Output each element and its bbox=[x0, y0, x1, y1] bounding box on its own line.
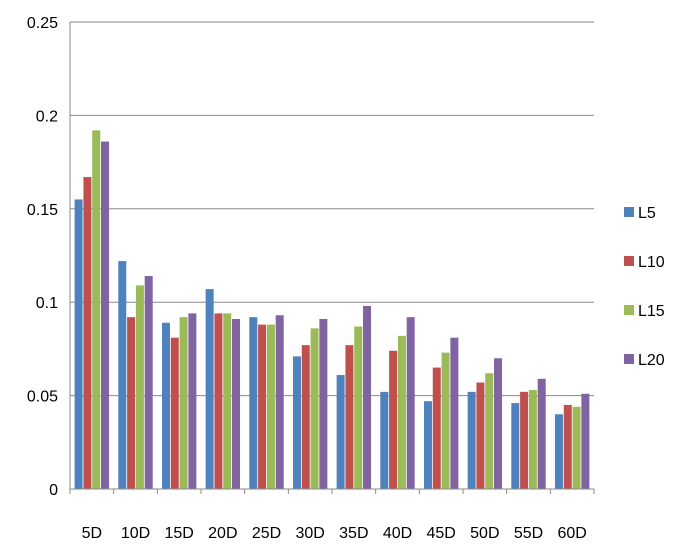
bar-L5-60D bbox=[554, 414, 563, 489]
bar-L15-10D bbox=[135, 285, 144, 489]
bar-L5-50D bbox=[467, 391, 476, 489]
legend-item-L10: L10 bbox=[624, 254, 665, 271]
bar-L10-60D bbox=[563, 404, 572, 489]
bar-L20-15D bbox=[188, 313, 197, 489]
y-tick-label: 0.25 bbox=[27, 15, 58, 32]
bar-group-60D bbox=[554, 393, 590, 489]
y-tick-label: 0.15 bbox=[27, 202, 58, 219]
bar-group-40D bbox=[380, 317, 415, 489]
x-tick-label: 35D bbox=[339, 525, 368, 542]
bar-L5-10D bbox=[118, 261, 127, 489]
bar-L20-60D bbox=[581, 393, 590, 489]
x-tick-label: 15D bbox=[164, 525, 193, 542]
x-tick-label: 55D bbox=[514, 525, 543, 542]
bar-L5-30D bbox=[292, 356, 301, 489]
bar-group-10D bbox=[118, 261, 153, 489]
x-tick-label: 30D bbox=[295, 525, 324, 542]
bar-L10-30D bbox=[301, 345, 310, 489]
legend-item-L20: L20 bbox=[624, 352, 665, 369]
bar-group-20D bbox=[205, 289, 241, 489]
bar-L5-45D bbox=[423, 401, 432, 489]
bar-L15-20D bbox=[223, 313, 232, 489]
bar-L15-55D bbox=[528, 389, 537, 489]
legend-item-L15: L15 bbox=[624, 303, 665, 320]
bar-L15-25D bbox=[266, 324, 275, 489]
bar-group-5D bbox=[74, 130, 110, 489]
bar-L10-40D bbox=[389, 350, 398, 489]
legend-label: L20 bbox=[638, 352, 665, 369]
legend-label: L15 bbox=[638, 303, 665, 320]
bar-L20-55D bbox=[537, 378, 546, 489]
bar-L20-45D bbox=[450, 337, 459, 489]
bar-L5-35D bbox=[336, 375, 345, 489]
bar-L20-35D bbox=[363, 305, 372, 489]
y-tick-label: 0.05 bbox=[27, 389, 58, 406]
legend-label: L10 bbox=[638, 254, 665, 271]
bar-group-30D bbox=[292, 319, 328, 489]
bar-L5-20D bbox=[205, 289, 214, 489]
bar-L10-15D bbox=[170, 337, 179, 489]
bar-L10-45D bbox=[432, 367, 441, 489]
x-tick-label: 50D bbox=[470, 525, 499, 542]
bar-L20-50D bbox=[494, 358, 503, 489]
legend-swatch bbox=[624, 305, 634, 315]
bar-L15-60D bbox=[572, 406, 581, 489]
bar-L5-40D bbox=[380, 391, 389, 489]
y-tick-label: 0.2 bbox=[36, 108, 58, 125]
legend: L5 L10 L15 L20 bbox=[624, 205, 665, 369]
y-tick-label: 0.1 bbox=[36, 295, 58, 312]
bar-group-45D bbox=[423, 337, 459, 489]
bar-group-55D bbox=[511, 378, 546, 489]
x-tick-label: 40D bbox=[383, 525, 412, 542]
bar-L5-15D bbox=[161, 322, 170, 489]
bar-L5-25D bbox=[249, 317, 258, 489]
y-tick-labels: 0 0.05 0.1 0.15 0.2 0.25 bbox=[27, 15, 58, 499]
legend-label: L5 bbox=[638, 205, 656, 222]
bar-L15-15D bbox=[179, 317, 188, 489]
bar-L20-5D bbox=[101, 141, 110, 489]
x-tick-labels: 5D 10D 15D 20D 25D 30D 35D 40D 45D 50D 55D 60D bbox=[69, 489, 595, 542]
bar-L15-40D bbox=[397, 335, 406, 489]
bar-group-35D bbox=[336, 305, 372, 489]
bar-L15-5D bbox=[92, 130, 101, 489]
bar-L10-10D bbox=[127, 317, 136, 489]
x-tick-label: 5D bbox=[82, 525, 102, 542]
bar-L20-25D bbox=[275, 315, 284, 489]
bar-groups bbox=[74, 130, 590, 489]
legend-swatch bbox=[624, 256, 634, 266]
bar-L20-30D bbox=[319, 319, 328, 489]
bar-L20-40D bbox=[406, 317, 415, 489]
legend-swatch bbox=[624, 354, 634, 364]
x-tick-label: 60D bbox=[557, 525, 586, 542]
bar-L15-35D bbox=[354, 326, 363, 489]
bar-L20-20D bbox=[232, 319, 241, 489]
bar-L5-55D bbox=[511, 403, 520, 489]
gridlines bbox=[70, 21, 594, 397]
x-tick-label: 45D bbox=[426, 525, 455, 542]
x-tick-label: 10D bbox=[121, 525, 150, 542]
bar-group-25D bbox=[249, 315, 284, 489]
bar-L15-45D bbox=[441, 352, 450, 489]
bar-L15-30D bbox=[310, 328, 319, 489]
legend-item-L5: L5 bbox=[624, 205, 656, 222]
bar-group-15D bbox=[161, 313, 197, 489]
y-tick-label: 0 bbox=[49, 482, 58, 499]
bar-group-50D bbox=[467, 358, 503, 489]
bar-L5-5D bbox=[74, 199, 83, 489]
x-tick-label: 25D bbox=[252, 525, 281, 542]
bar-L10-35D bbox=[345, 345, 354, 489]
bar-L10-55D bbox=[520, 391, 529, 489]
bar-L10-20D bbox=[214, 313, 223, 489]
bar-L10-25D bbox=[258, 324, 267, 489]
x-tick-label: 20D bbox=[208, 525, 237, 542]
bar-L15-50D bbox=[485, 373, 494, 489]
legend-swatch bbox=[624, 207, 634, 217]
bar-L10-50D bbox=[476, 382, 485, 489]
bar-L20-10D bbox=[144, 276, 153, 489]
bar-L10-5D bbox=[83, 177, 92, 489]
